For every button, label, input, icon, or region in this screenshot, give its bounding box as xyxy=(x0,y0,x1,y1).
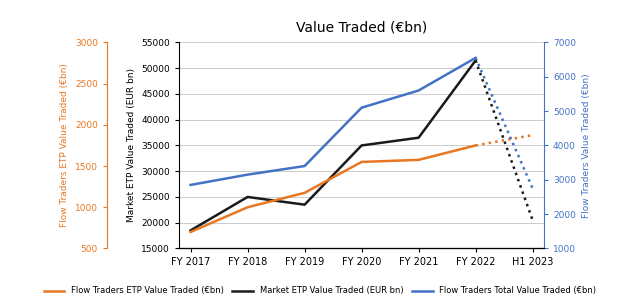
Title: Value Traded (€bn): Value Traded (€bn) xyxy=(296,20,428,34)
Y-axis label: Market ETP Value Traded (EUR bn): Market ETP Value Traded (EUR bn) xyxy=(127,68,136,222)
Y-axis label: Flow Traders Value Traded (€bn): Flow Traders Value Traded (€bn) xyxy=(582,73,591,218)
Legend: Flow Traders ETP Value Traded (€bn), Market ETP Value Traded (EUR bn), Flow Trad: Flow Traders ETP Value Traded (€bn), Mar… xyxy=(40,283,600,299)
Y-axis label: Flow Traders ETP Value Traded (€bn): Flow Traders ETP Value Traded (€bn) xyxy=(60,64,69,227)
